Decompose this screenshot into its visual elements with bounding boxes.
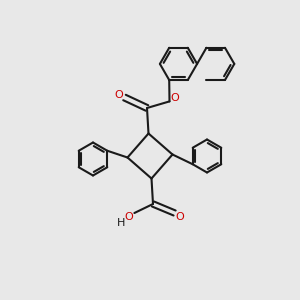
Text: O: O: [124, 212, 134, 222]
Text: O: O: [115, 90, 124, 100]
Text: O: O: [170, 93, 179, 103]
Text: H: H: [117, 218, 125, 228]
Text: O: O: [176, 212, 184, 222]
